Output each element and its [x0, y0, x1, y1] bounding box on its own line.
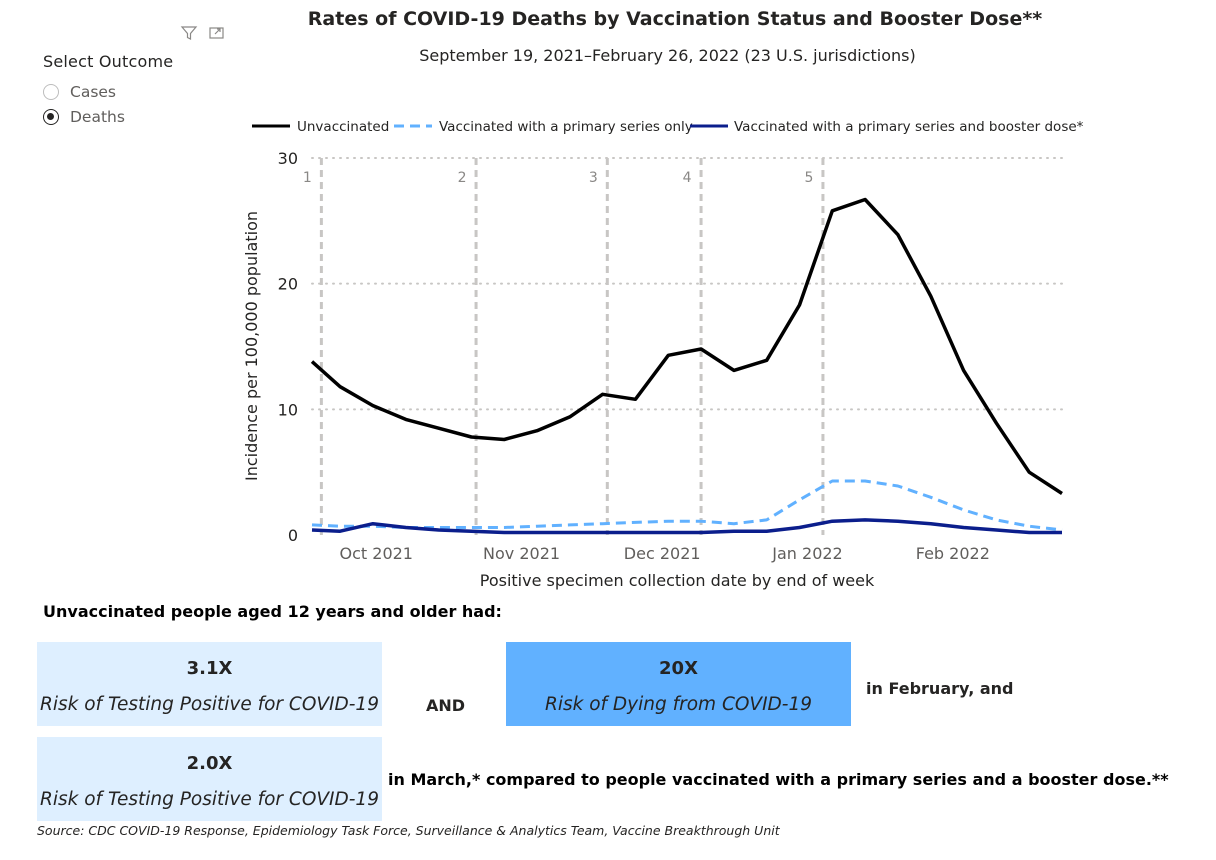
reference-line-label: 3 — [589, 170, 598, 186]
series-line-2 — [311, 479, 1063, 532]
card-value: 3.1X — [186, 658, 233, 679]
deaths-radio[interactable] — [43, 108, 59, 125]
legend-label: Vaccinated with a primary series only — [439, 119, 693, 135]
slicer-title: Select Outcome — [43, 52, 174, 71]
reference-line-label: 5 — [804, 170, 813, 186]
chart-subtitle: September 19, 2021–February 26, 2022 (23… — [419, 46, 916, 65]
and-connector: AND — [426, 696, 466, 715]
card-value: 2.0X — [186, 753, 233, 774]
slicer-option-cases[interactable]: Cases — [43, 79, 173, 104]
x-tick-label: Nov 2021 — [483, 544, 560, 563]
legend-label: Unvaccinated — [297, 119, 389, 135]
series-line-3 — [311, 518, 1062, 535]
case-risk-card-feb: 3.1X Risk of Testing Positive for COVID-… — [37, 642, 382, 726]
x-tick-label: Dec 2021 — [624, 544, 701, 563]
x-axis-title: Positive specimen collection date by end… — [480, 571, 875, 590]
february-text: in February, and — [866, 679, 1014, 698]
line-chart: 0 10 20 30 1 2 3 4 5 Oct 2021 Nov 2021 Dec 2021 Jan … — [242, 119, 1084, 590]
card-label: Risk of Testing Positive for COVID-19 — [40, 789, 379, 810]
y-tick-label: 30 — [278, 149, 298, 168]
card-label: Risk of Dying from COVID-19 — [544, 694, 812, 715]
source-note: Source: CDC COVID-19 Response, Epidemiol… — [37, 823, 780, 838]
chart-title: Rates of COVID-19 Deaths by Vaccination … — [307, 8, 1043, 30]
y-tick-label: 0 — [288, 526, 298, 545]
card-value: 20X — [659, 658, 698, 679]
outcome-slicer: Select Outcome Cases Deaths — [43, 52, 173, 129]
slicer-option-deaths[interactable]: Deaths — [43, 104, 173, 129]
y-tick-label: 10 — [278, 400, 298, 419]
march-text: in March,* compared to people vaccinated… — [388, 770, 1169, 789]
reference-line-label: 2 — [458, 170, 467, 186]
slicer-option-label: Cases — [70, 82, 117, 101]
reference-line-label: 1 — [303, 170, 312, 186]
cases-radio[interactable] — [43, 83, 59, 100]
focus-mode-icon[interactable] — [208, 25, 226, 41]
visual-header-toolbar — [180, 25, 226, 41]
summary-lead: Unvaccinated people aged 12 years and ol… — [43, 602, 502, 621]
legend-label: Vaccinated with a primary series and boo… — [734, 119, 1084, 135]
death-risk-card: 20X Risk of Dying from COVID-19 — [506, 642, 851, 726]
case-risk-card-march: 2.0X Risk of Testing Positive for COVID-… — [37, 737, 382, 821]
card-label: Risk of Testing Positive for COVID-19 — [40, 694, 379, 715]
y-tick-label: 20 — [278, 275, 298, 294]
filter-icon[interactable] — [180, 25, 198, 41]
x-tick-label: Jan 2022 — [771, 544, 842, 563]
x-tick-label: Oct 2021 — [340, 544, 413, 563]
y-axis-title: Incidence per 100,000 population — [242, 211, 261, 481]
reference-line-label: 4 — [683, 170, 692, 186]
x-tick-label: Feb 2022 — [916, 544, 990, 563]
slicer-option-label: Deaths — [70, 107, 125, 126]
series-line-1 — [310, 197, 1063, 495]
